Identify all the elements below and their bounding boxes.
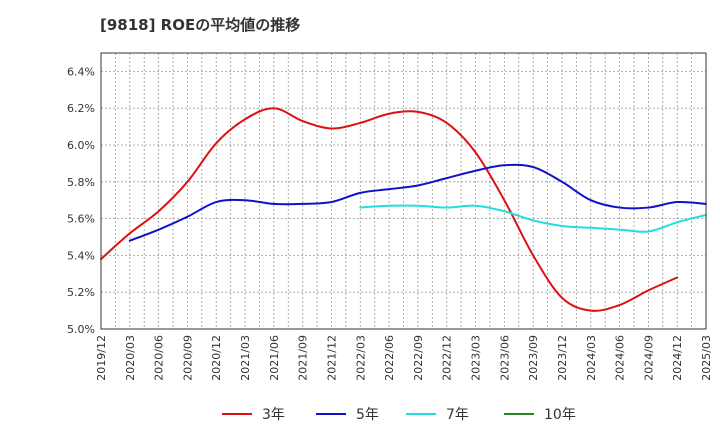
x-tick-label: 2020/03 [124, 335, 137, 381]
x-tick-label: 2022/09 [412, 335, 425, 381]
series-line-0 [100, 107, 679, 312]
x-tick-label: 2021/03 [239, 335, 252, 381]
x-tick-label: 2019/12 [95, 335, 108, 381]
y-tick-label: 5.0% [67, 323, 95, 336]
y-tick-label: 6.0% [67, 139, 95, 152]
series-lines [100, 107, 707, 312]
x-tick-label: 2020/06 [153, 335, 166, 381]
legend: 3年 5年 7年 10年 [222, 407, 576, 423]
x-tick-label: 2021/09 [297, 335, 310, 381]
legend-label-3: 10年 [544, 407, 576, 423]
x-tick-label: 2025/03 [700, 335, 713, 381]
x-tick-label: 2022/12 [441, 335, 454, 381]
y-axis-ticks: 5.0% 5.2% 5.4% 5.6% 5.8% 6.0% 6.2% 6.4% [67, 65, 95, 336]
legend-label-1: 5年 [356, 407, 379, 423]
x-tick-label: 2024/12 [671, 335, 684, 381]
x-tick-label: 2022/06 [383, 335, 396, 381]
x-tick-label: 2021/12 [325, 335, 338, 381]
x-tick-label: 2020/12 [210, 335, 223, 381]
x-tick-label: 2024/09 [642, 335, 655, 381]
legend-label-0: 3年 [262, 407, 285, 423]
x-tick-label: 2021/06 [268, 335, 281, 381]
y-tick-label: 5.8% [67, 176, 95, 189]
x-tick-label: 2023/06 [498, 335, 511, 381]
x-tick-label: 2022/03 [354, 335, 367, 381]
chart-title: [9818] ROEの平均値の推移 [100, 16, 301, 34]
y-tick-label: 6.2% [67, 102, 95, 115]
legend-label-2: 7年 [446, 407, 469, 423]
x-tick-label: 2023/03 [470, 335, 483, 381]
x-axis-ticks: 2019/12 2020/03 2020/06 2020/09 2020/12 2021/… [95, 335, 713, 381]
x-tick-label: 2023/12 [556, 335, 569, 381]
y-tick-label: 5.6% [67, 213, 95, 226]
x-tick-label: 2020/09 [181, 335, 194, 381]
series-line-2 [359, 204, 707, 233]
y-tick-label: 5.2% [67, 286, 95, 299]
y-tick-label: 5.4% [67, 249, 95, 262]
plot-frame [100, 52, 707, 330]
x-tick-label: 2024/06 [614, 335, 627, 381]
x-tick-label: 2024/03 [585, 335, 598, 381]
x-tick-label: 2023/09 [527, 335, 540, 381]
x-gridlines [100, 53, 707, 329]
series-line-1 [128, 163, 707, 242]
y-tick-label: 6.4% [67, 65, 95, 78]
